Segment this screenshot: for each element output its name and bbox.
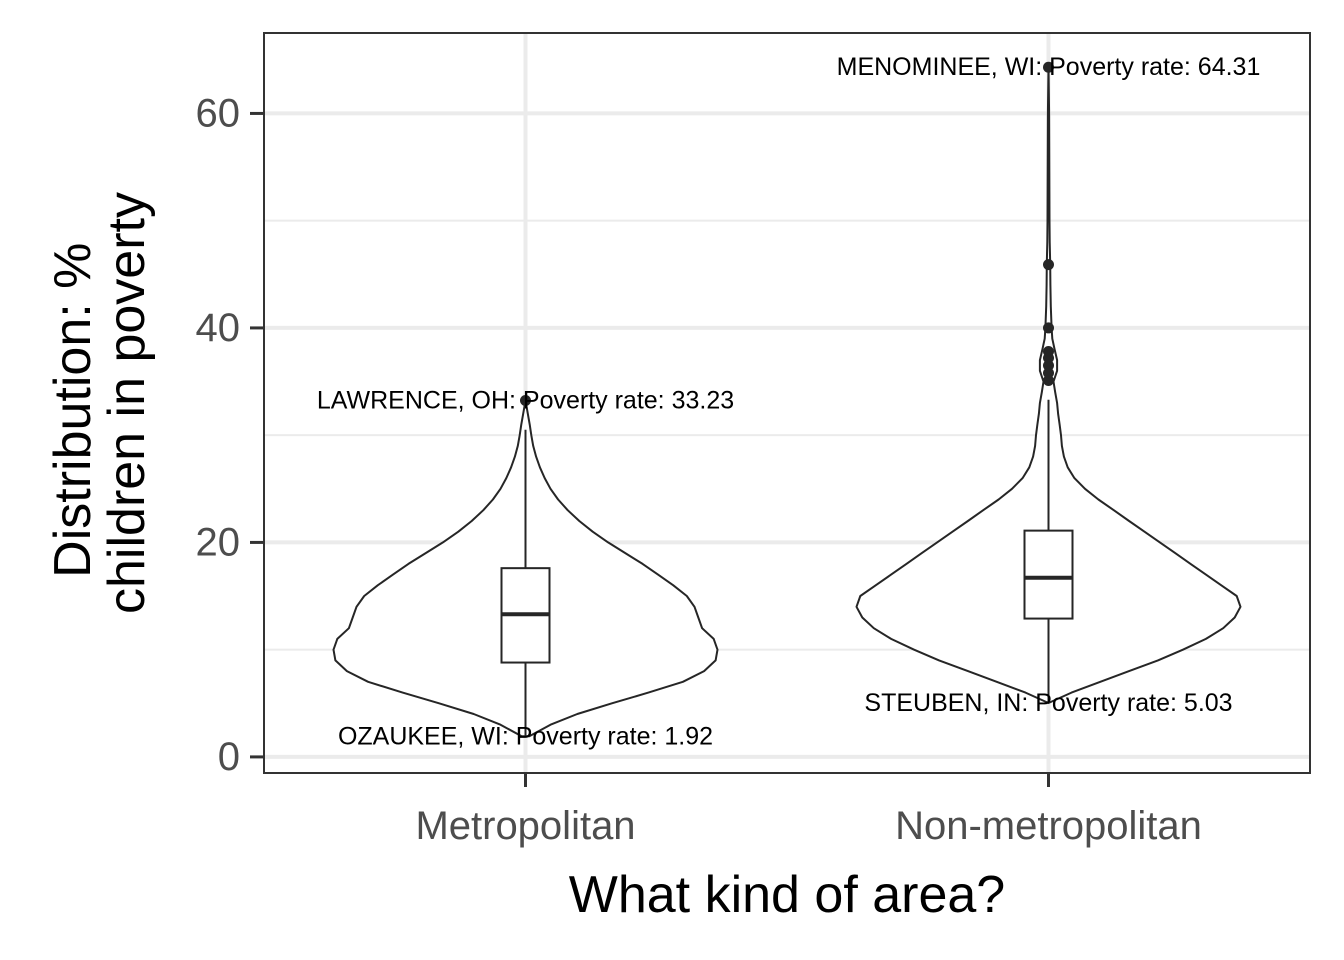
outlier-points bbox=[520, 61, 1054, 407]
annotation-label: OZAUKEE, WI: Poverty rate: 1.92 bbox=[338, 722, 713, 750]
y-axis-title-line-1: Distribution: % bbox=[44, 243, 102, 578]
annotation-label: LAWRENCE, OH: Poverty rate: 33.23 bbox=[317, 387, 734, 415]
annotations: LAWRENCE, OH: Poverty rate: 33.23 OZAUKEE… bbox=[317, 53, 1261, 750]
outlier-point bbox=[1043, 346, 1054, 358]
y-tick-label: 20 bbox=[196, 520, 241, 564]
boxplots bbox=[500, 399, 1074, 737]
axes: 0 20 40 60 Metropolitan Non-metropolitan bbox=[196, 91, 1202, 848]
iqr-box bbox=[1023, 529, 1074, 620]
annotation-label: MENOMINEE, WI: Poverty rate: 64.31 bbox=[837, 53, 1261, 81]
annotation-label: STEUBEN, IN: Poverty rate: 5.03 bbox=[864, 689, 1232, 717]
y-tick-label: 60 bbox=[196, 91, 241, 135]
y-tick-label: 40 bbox=[196, 306, 241, 350]
outlier-point bbox=[1043, 61, 1054, 73]
x-tick-label: Metropolitan bbox=[415, 804, 635, 848]
outlier-point bbox=[520, 395, 531, 407]
panel-border bbox=[263, 32, 1311, 774]
x-tick-label: Non-metropolitan bbox=[895, 804, 1202, 848]
outlier-point bbox=[1043, 259, 1054, 271]
x-axis-title: What kind of area? bbox=[569, 866, 1005, 924]
y-tick-label: 0 bbox=[218, 735, 240, 779]
outlier-point bbox=[1043, 322, 1054, 334]
y-axis-title-line-2: children in poverty bbox=[98, 192, 156, 614]
y-axis-title: Distribution: % children in poverty bbox=[44, 192, 156, 614]
